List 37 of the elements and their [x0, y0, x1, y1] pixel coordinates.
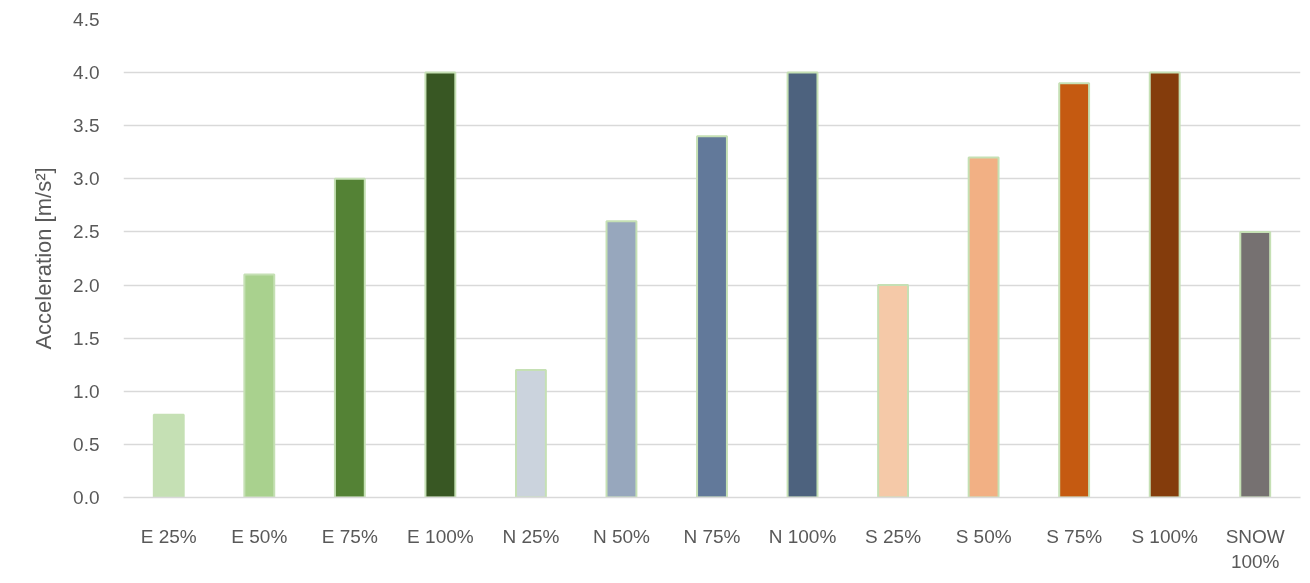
bar — [152, 413, 185, 498]
y-tick-label: 0.5 — [73, 433, 100, 455]
x-tick-label: E 25% — [140, 525, 197, 547]
x-tick-label: N 25% — [502, 525, 560, 547]
x-tick-label: E 75% — [321, 525, 378, 547]
x-tick-label: N 75% — [683, 525, 741, 547]
bar — [333, 177, 366, 498]
bar — [1239, 230, 1272, 498]
bar — [1148, 71, 1181, 498]
y-tick-label: 4.5 — [73, 9, 100, 30]
x-tick-label: S 75% — [1046, 525, 1103, 547]
bar — [605, 220, 638, 498]
x-tick-label: N 100% — [768, 525, 837, 547]
x-tick-label: E 50% — [231, 525, 288, 547]
y-tick-label: 3.0 — [73, 168, 100, 190]
y-tick-label: 0.0 — [73, 487, 100, 508]
y-tick-label: 2.0 — [73, 274, 100, 296]
bar — [786, 71, 819, 498]
bar — [696, 135, 728, 498]
x-tick-label: SNOW 100% — [1225, 525, 1285, 572]
bar — [967, 156, 1000, 498]
x-tick-label: N 50% — [592, 525, 651, 547]
bar — [1058, 82, 1091, 498]
y-tick-label: 1.0 — [73, 380, 100, 402]
y-tick-label: 3.5 — [73, 115, 100, 137]
x-tick-label: S 25% — [865, 525, 922, 547]
y-axis-title: Acceleration [m/s²] — [31, 167, 57, 350]
y-tick-label: 1.5 — [73, 327, 100, 349]
x-tick-label: S 100% — [1131, 525, 1199, 547]
x-tick-label: E 100% — [407, 525, 474, 547]
x-tick-label: S 50% — [955, 525, 1012, 547]
bar — [514, 369, 547, 498]
bar — [877, 284, 910, 498]
bar — [424, 71, 457, 498]
y-tick-label: 4.0 — [73, 62, 100, 84]
bar — [243, 273, 276, 498]
y-tick-label: 2.5 — [73, 221, 100, 243]
